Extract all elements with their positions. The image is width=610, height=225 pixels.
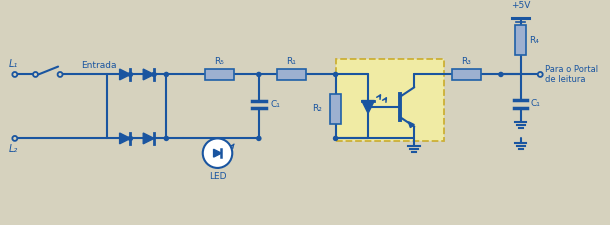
Bar [276, 69, 306, 80]
Circle shape [163, 136, 169, 141]
Circle shape [538, 72, 543, 77]
Circle shape [333, 72, 339, 77]
Text: R₁: R₁ [286, 57, 296, 66]
Circle shape [57, 72, 63, 77]
Polygon shape [120, 133, 131, 144]
Bar [515, 25, 526, 55]
Circle shape [498, 72, 504, 77]
Circle shape [333, 136, 339, 141]
Text: R₃: R₃ [462, 57, 472, 66]
Bar [205, 69, 234, 80]
Polygon shape [143, 133, 154, 144]
Polygon shape [409, 122, 414, 128]
Text: +5V: +5V [511, 2, 530, 11]
Circle shape [127, 136, 133, 141]
Bar [330, 94, 341, 124]
Text: Para o Portal
de leitura: Para o Portal de leitura [545, 65, 598, 84]
Polygon shape [362, 101, 375, 113]
Circle shape [127, 72, 133, 77]
Circle shape [33, 72, 38, 77]
Text: R₂: R₂ [312, 104, 322, 113]
Circle shape [151, 72, 157, 77]
Circle shape [203, 138, 232, 168]
Bar [451, 69, 481, 80]
Circle shape [256, 136, 262, 141]
FancyBboxPatch shape [336, 59, 444, 141]
Circle shape [163, 72, 169, 77]
Text: Entrada: Entrada [81, 61, 117, 70]
Text: C₁: C₁ [531, 99, 540, 108]
Polygon shape [143, 69, 154, 80]
Circle shape [256, 72, 262, 77]
Text: LED: LED [209, 172, 226, 181]
Polygon shape [214, 149, 221, 157]
Circle shape [12, 72, 17, 77]
Polygon shape [120, 69, 131, 80]
Circle shape [12, 136, 17, 141]
Text: C₁: C₁ [271, 100, 281, 109]
Text: R₅: R₅ [215, 57, 224, 66]
Text: R₄: R₄ [529, 36, 539, 45]
Text: L₂: L₂ [9, 144, 18, 154]
Text: L₁: L₁ [9, 58, 18, 69]
